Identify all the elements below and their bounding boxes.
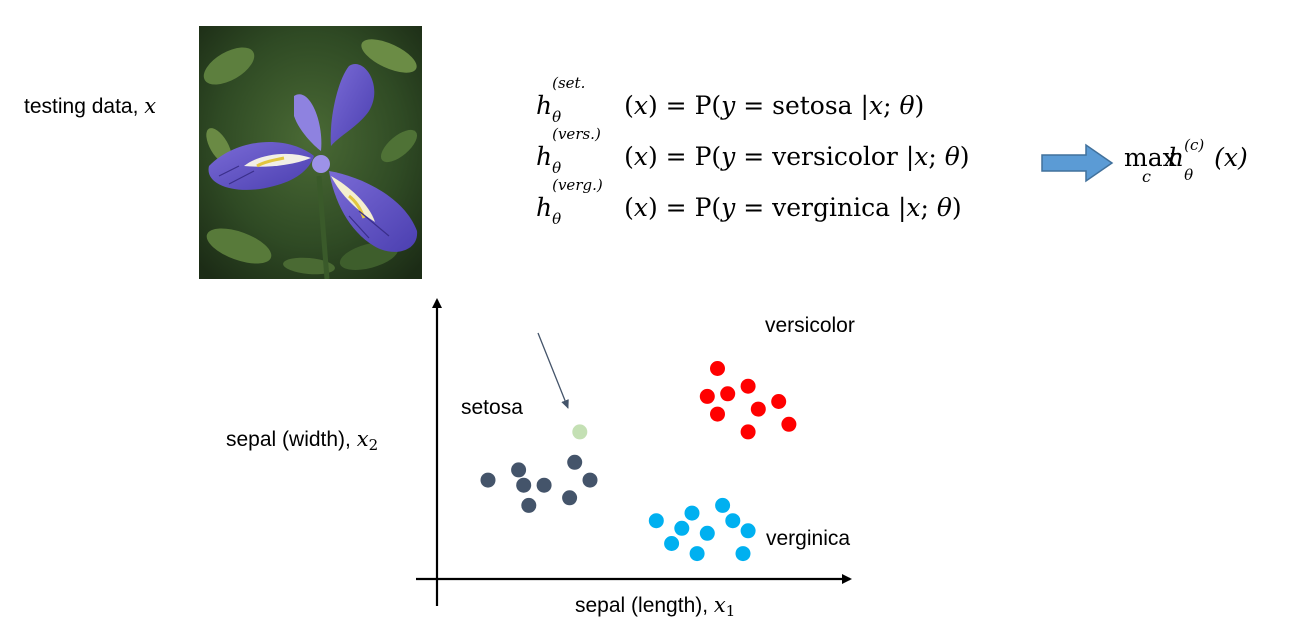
versicolor-label: versicolor <box>765 314 855 337</box>
iris-flower-image <box>199 26 422 279</box>
formula-setosa-class: = setosa | <box>735 91 869 120</box>
formula-setosa-sub: θ <box>552 108 562 126</box>
y-axis-label-text: sepal (width), <box>226 428 357 451</box>
formula-verginica-arg: x <box>633 193 648 222</box>
versicolor-point-7 <box>771 394 787 409</box>
iris-flower-drawing <box>199 26 422 279</box>
verginica-point-3 <box>715 497 731 513</box>
y-axis-label-sub: 2 <box>368 436 379 454</box>
x-axis-label-sub: 1 <box>725 602 736 620</box>
verginica-label: verginica <box>766 527 851 550</box>
x-axis-label-text: sepal (length), <box>575 594 714 617</box>
formula-setosa-y: y <box>721 91 736 120</box>
setosa-point-1 <box>480 472 496 488</box>
formula-versicolor-mid: ) = P( <box>647 142 722 171</box>
versicolor-point-6 <box>750 401 766 417</box>
max-subscript: c <box>1142 167 1151 186</box>
x-axis-label-var: x <box>713 593 726 617</box>
formula-verginica-sep: ; <box>920 193 937 222</box>
formula-setosa-sup: (set. <box>552 74 586 92</box>
verginica-point-10 <box>735 546 751 562</box>
max-expression: max c h (c) θ (x) <box>1124 136 1248 186</box>
formula-verginica-x: x <box>906 193 921 222</box>
formula-setosa-x: x <box>868 91 884 120</box>
formula-versicolor-sup: (vers.) <box>552 125 601 143</box>
formula-verginica-close: ) <box>951 193 962 222</box>
formula-setosa-sep: ; <box>883 91 900 120</box>
versicolor-point-9 <box>781 416 797 432</box>
formula-verginica-open: ( <box>624 193 634 222</box>
versicolor-point-8 <box>740 424 756 440</box>
x-axis-label: sepal (length), x1 <box>575 595 735 619</box>
formula-verginica-sup: (verg.) <box>552 176 603 194</box>
test-point-point-1 <box>572 424 588 440</box>
formula-verginica-sub: θ <box>552 210 562 228</box>
max-arg: (x) <box>1214 143 1248 172</box>
formula-versicolor-sep: ; <box>928 142 945 171</box>
verginica-point-1 <box>648 513 664 529</box>
versicolor-point-2 <box>699 388 715 404</box>
formula-setosa: h (set. θ (x) = P(y = setosa |x; θ) <box>536 74 925 126</box>
formula-verginica-y: y <box>721 193 736 222</box>
formula-setosa-mid: ) = P( <box>647 91 722 120</box>
formula-versicolor: h (vers.) θ (x) = P(y = versicolor |x; θ) <box>536 125 970 177</box>
setosa-point-5 <box>567 454 583 470</box>
setosa-point-7 <box>521 497 537 513</box>
y-axis-label-var: x <box>356 427 369 451</box>
verginica-point-8 <box>664 536 680 551</box>
max-theta: θ <box>1184 166 1194 184</box>
versicolor-point-5 <box>710 406 725 422</box>
max-sup: (c) <box>1184 136 1205 154</box>
versicolor-point-4 <box>740 378 756 394</box>
formula-setosa-theta: θ <box>899 91 915 120</box>
max-operator: max <box>1124 143 1177 172</box>
scatter-points <box>480 361 797 562</box>
formula-versicolor-class: = versicolor | <box>735 142 915 171</box>
verginica-point-9 <box>689 546 705 562</box>
formula-verginica-class: = verginica | <box>735 193 907 222</box>
versicolor-point-3 <box>720 386 736 402</box>
formula-versicolor-sub: θ <box>552 159 562 177</box>
setosa-point-4 <box>536 477 552 493</box>
formula-versicolor-arg: x <box>633 142 648 171</box>
max-h: h <box>1168 143 1185 172</box>
formula-verginica: h (verg.) θ (x) = P(y = verginica |x; θ) <box>536 176 962 228</box>
formula-setosa-arg: x <box>633 91 648 120</box>
testing-data-text: testing data, <box>24 95 145 118</box>
formula-versicolor-x: x <box>914 142 929 171</box>
test-point-pointer-arrow <box>537 332 569 409</box>
formula-verginica-theta: θ <box>936 193 952 222</box>
formula-versicolor-open: ( <box>624 142 634 171</box>
formula-verginica-mid: ) = P( <box>647 193 722 222</box>
formula-versicolor-close: ) <box>959 142 970 171</box>
formula-setosa-close: ) <box>914 91 925 120</box>
verginica-point-7 <box>740 523 756 539</box>
setosa-point-8 <box>562 490 578 506</box>
formula-versicolor-theta: θ <box>944 142 960 171</box>
block-arrow-icon <box>1041 143 1114 183</box>
setosa-point-2 <box>511 462 527 478</box>
verginica-point-6 <box>725 513 741 529</box>
testing-data-var: x <box>144 94 157 118</box>
verginica-point-2 <box>684 505 700 521</box>
verginica-point-4 <box>674 520 690 536</box>
verginica-point-5 <box>699 525 715 541</box>
setosa-point-6 <box>582 472 598 488</box>
testing-data-label: testing data, x <box>24 94 157 118</box>
setosa-label: setosa <box>461 396 523 419</box>
setosa-point-3 <box>516 477 532 493</box>
y-axis-label: sepal (width), x2 <box>226 429 378 453</box>
formula-setosa-open: ( <box>624 91 634 120</box>
formula-versicolor-y: y <box>721 142 736 171</box>
versicolor-point-1 <box>710 361 725 376</box>
